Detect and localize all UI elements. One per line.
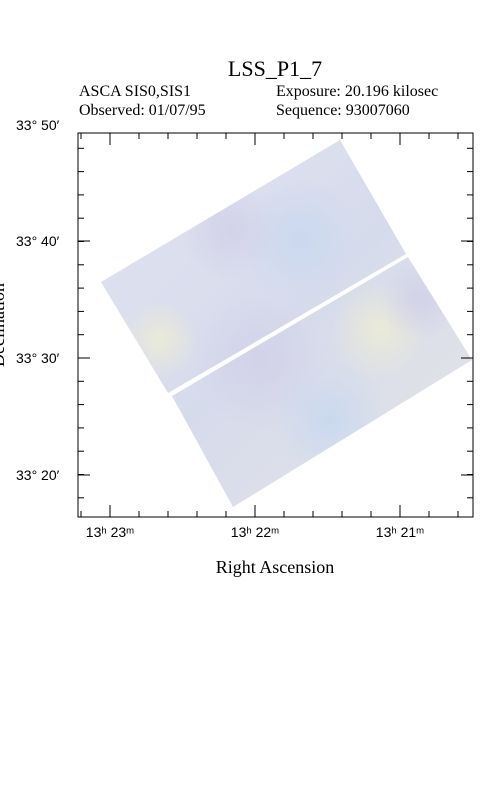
title: LSS_P1_7 (228, 56, 322, 81)
x-tick-label: 13ʰ 23ᵐ (86, 524, 134, 540)
y-tick-label: 33° 30′ (16, 350, 60, 366)
sequence: Sequence: 93007060 (276, 102, 410, 119)
x-axis-label: Right Ascension (216, 557, 335, 577)
observed: Observed: 01/07/95 (79, 102, 206, 119)
x-tick-label: 13ʰ 22ᵐ (231, 524, 279, 540)
exposure: Exposure: 20.196 kilosec (276, 83, 438, 100)
instrument: ASCA SIS0,SIS1 (79, 83, 191, 100)
y-axis-label: Declination (0, 283, 8, 367)
tick-marks (78, 133, 473, 517)
sky-image (101, 140, 472, 507)
y-tick-label: 33° 20′ (16, 467, 60, 483)
plot-frame (77, 132, 474, 518)
y-tick-label: 33° 40′ (16, 233, 60, 249)
x-tick-label: 13ʰ 21ᵐ (376, 524, 424, 540)
y-tick-label: 33° 50′ (16, 117, 60, 133)
